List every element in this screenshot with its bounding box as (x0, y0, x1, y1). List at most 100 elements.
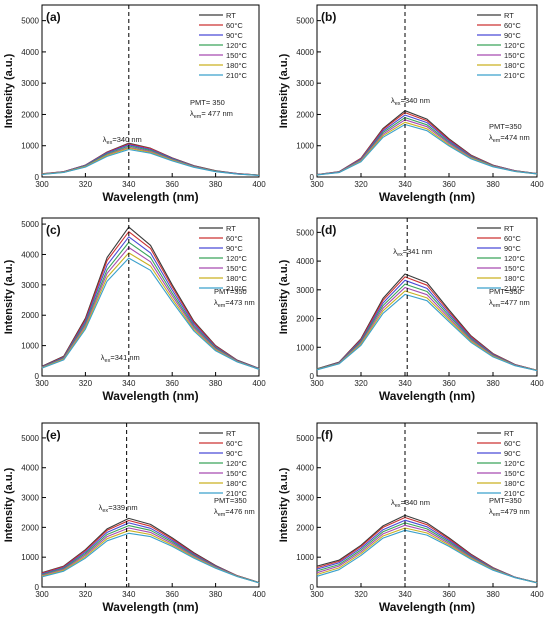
legend-label: 120°C (226, 41, 248, 50)
x-axis-label: Wavelength (nm) (379, 389, 475, 403)
y-tick-label: 1000 (21, 342, 39, 351)
legend-label: 90°C (504, 449, 521, 458)
y-tick-label: 2000 (296, 523, 314, 532)
y-tick-label: 5000 (21, 17, 39, 26)
legend-label: 210°C (226, 489, 248, 498)
x-tick-label: 320 (79, 379, 93, 388)
y-tick-label: 4000 (296, 464, 314, 473)
legend-label: 60°C (226, 439, 243, 448)
pmt-label: PMT=350 (214, 496, 247, 505)
legend-label: 180°C (226, 61, 248, 70)
series-group (316, 273, 538, 372)
y-tick-label: 0 (310, 372, 315, 381)
y-axis-label: Intensity (a.u.) (278, 259, 290, 334)
x-axis-label: Wavelength (nm) (102, 389, 198, 403)
emission-label: λem=474 nm (489, 133, 530, 144)
x-tick-label: 400 (530, 180, 544, 189)
y-tick-label: 1000 (296, 553, 314, 562)
y-tick-label: 4000 (21, 250, 39, 259)
legend-label: 150°C (504, 51, 526, 60)
chart-panel: 0 1000 2000 3000 4000 5000 300 320 340 360 380 400 W… (278, 4, 544, 204)
y-tick-label: 5000 (296, 228, 314, 237)
x-tick-label: 380 (486, 379, 500, 388)
y-tick-label: 0 (35, 173, 40, 182)
x-tick-label: 340 (398, 590, 412, 599)
x-axis-label: Wavelength (nm) (102, 190, 198, 204)
excitation-peak-label: λex=341 nm (393, 247, 432, 258)
x-tick-label: 340 (122, 180, 136, 189)
legend-label: 120°C (504, 254, 526, 263)
pmt-label: PMT=350 (489, 287, 522, 296)
excitation-peak-label: λex=339 nm (99, 503, 138, 514)
x-axis-label: Wavelength (nm) (102, 600, 198, 614)
x-tick-label: 340 (122, 379, 136, 388)
excitation-peak-label: λex=340 nm (391, 498, 430, 509)
x-tick-label: 360 (442, 379, 456, 388)
panel-label: (d) (321, 223, 336, 237)
y-tick-label: 3000 (296, 286, 314, 295)
y-tick-label: 2000 (296, 110, 314, 119)
legend-label: 150°C (226, 264, 248, 273)
series-group (41, 517, 260, 584)
y-tick-label: 1000 (21, 142, 39, 151)
legend-label: 90°C (226, 31, 243, 40)
pmt-label: PMT=350 (489, 122, 522, 131)
x-tick-label: 400 (252, 590, 266, 599)
legend-label: 210°C (504, 284, 526, 293)
emission-label: λem= 477 nm (190, 109, 233, 120)
series-line (41, 148, 260, 176)
legend-label: 120°C (226, 254, 248, 263)
panel-label: (a) (46, 10, 61, 24)
pmt-label: PMT=350 (214, 287, 247, 296)
y-tick-label: 2000 (21, 523, 39, 532)
x-tick-label: 300 (310, 379, 324, 388)
y-tick-label: 3000 (296, 79, 314, 88)
legend-label: 120°C (504, 459, 526, 468)
x-tick-label: 300 (310, 590, 324, 599)
y-tick-label: 0 (310, 583, 315, 592)
legend-label: 210°C (226, 71, 248, 80)
y-tick-label: 2000 (296, 315, 314, 324)
legend-label: 60°C (504, 21, 521, 30)
x-tick-label: 300 (35, 180, 49, 189)
x-tick-label: 300 (310, 180, 324, 189)
legend-label: 180°C (504, 479, 526, 488)
x-tick-label: 300 (35, 590, 49, 599)
x-tick-label: 320 (354, 180, 368, 189)
pmt-label: PMT=350 (489, 496, 522, 505)
y-tick-label: 2000 (21, 311, 39, 320)
legend-label: RT (504, 429, 514, 438)
chart-panel: 0 1000 2000 3000 4000 5000 300 320 340 360 380 400 W… (278, 422, 544, 614)
x-tick-label: 400 (530, 590, 544, 599)
legend-label: 60°C (504, 234, 521, 243)
series-group (41, 142, 260, 176)
series-line (41, 236, 260, 370)
legend-label: 150°C (226, 469, 248, 478)
emission-label: λem=479 nm (489, 507, 530, 518)
chart-panel: 0 1000 2000 3000 4000 5000 300 320 340 360 380 400 W… (3, 217, 266, 403)
legend-label: 210°C (504, 71, 526, 80)
excitation-peak-label: λex=341 nm (101, 353, 140, 364)
panel-label: (f) (321, 428, 333, 442)
x-tick-label: 340 (398, 180, 412, 189)
series-line (41, 231, 260, 370)
y-tick-label: 5000 (21, 220, 39, 229)
y-tick-label: 4000 (21, 48, 39, 57)
x-tick-label: 320 (79, 180, 93, 189)
chart-panel: 0 1000 2000 3000 4000 5000 300 320 340 360 380 400 W… (278, 217, 544, 403)
legend-label: 180°C (226, 479, 248, 488)
x-tick-label: 360 (442, 590, 456, 599)
emission-label: λem=473 nm (214, 298, 255, 309)
x-tick-label: 340 (122, 590, 136, 599)
series-line (41, 241, 260, 370)
emission-label: λem=477 nm (489, 298, 530, 309)
legend-label: 90°C (226, 449, 243, 458)
x-axis-label: Wavelength (nm) (379, 190, 475, 204)
series-group (41, 226, 260, 370)
legend-label: 120°C (504, 41, 526, 50)
legend-label: RT (504, 11, 514, 20)
x-tick-label: 380 (209, 180, 223, 189)
